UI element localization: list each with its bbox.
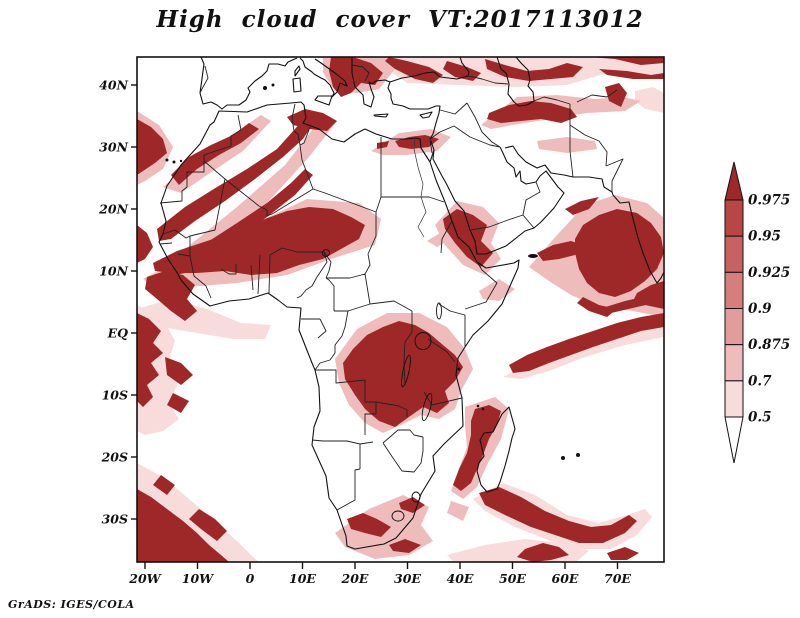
map-frame — [137, 57, 664, 562]
lon-tick-label: 10W — [182, 571, 215, 586]
cloud-region-dark — [607, 547, 639, 560]
colorbar-legend: 0.975 0.95 0.925 0.9 0.875 0.7 0.5 — [721, 160, 796, 466]
socotra-island — [528, 254, 538, 258]
cloud-region-dark — [137, 225, 153, 263]
canary-islands — [180, 160, 182, 162]
lon-tick-label: 70E — [604, 571, 631, 586]
cloud-region-dark — [509, 313, 664, 373]
colorbar-segment — [725, 309, 743, 345]
mauritius-island — [576, 453, 580, 457]
lon-tick-label: 30E — [394, 571, 421, 586]
chart-title: High cloud cover VT:2017113012 — [0, 6, 800, 33]
cloud-region-dark — [287, 109, 337, 131]
colorbar-segment — [725, 345, 743, 381]
colorbar-label: 0.7 — [748, 373, 772, 389]
lon-tick-label: 40E — [447, 571, 474, 586]
colorbar-label: 0.975 — [748, 193, 790, 209]
cloud-region-pale — [635, 87, 664, 113]
colorbar-label: 0.9 — [748, 301, 772, 317]
cloud-shading-layer — [137, 57, 664, 562]
colorbar-label: 0.5 — [748, 410, 772, 426]
canary-islands — [166, 159, 169, 162]
lon-tick-label: 10E — [289, 571, 316, 586]
lon-tick-label: 60E — [552, 571, 579, 586]
colorbar-arrow-bottom — [725, 417, 743, 463]
country-borders-layer — [160, 65, 623, 521]
lat-tick-label: EQ — [107, 326, 129, 341]
colorbar-label: 0.925 — [748, 265, 790, 281]
country-borders — [160, 65, 623, 510]
canary-islands — [173, 161, 176, 164]
lake-turkana — [437, 303, 442, 319]
colorbar-segment — [725, 200, 743, 236]
comoros-islands — [482, 408, 485, 411]
lat-tick-label: 20S — [101, 450, 128, 465]
colorbar-scale: 0.975 0.95 0.925 0.9 0.875 0.7 0.5 — [725, 162, 790, 463]
iberia-coastline — [200, 57, 297, 109]
colorbar-arrow-top — [725, 162, 743, 200]
cyprus-coastline — [420, 112, 432, 118]
balearic-islands — [272, 84, 275, 87]
cloud-region-light — [537, 137, 597, 153]
lon-tick-label: 20W — [128, 571, 162, 586]
sicily-coastline — [315, 96, 332, 105]
colorbar-label: 0.95 — [748, 229, 781, 245]
lon-tick-label: 50E — [499, 571, 526, 586]
colorbar-segment — [725, 381, 743, 417]
colorbar-segment — [725, 236, 743, 272]
lat-tick-label: 20N — [98, 202, 128, 217]
grads-credit: GrADS: IGES/COLA — [8, 598, 135, 611]
reunion-island — [561, 456, 565, 460]
colorbar-label: 0.875 — [748, 337, 790, 353]
crete-coastline — [374, 114, 388, 117]
colorbar-segment — [725, 272, 743, 308]
comoros-islands — [477, 405, 480, 408]
lon-tick-label: 0 — [246, 571, 255, 586]
lat-tick-label: 40N — [99, 78, 128, 93]
lat-tick-label: 10N — [99, 264, 128, 279]
lat-tick-label: 10S — [102, 388, 128, 403]
grads-plot-page: High cloud cover VT:2017113012 — [0, 0, 800, 618]
corsica-coastline — [295, 66, 300, 76]
lon-tick-label: 20E — [341, 571, 369, 586]
zanzibar-island — [458, 368, 461, 371]
lat-tick-label: 30N — [99, 140, 128, 155]
lat-tick-label: 30S — [102, 512, 128, 527]
cloud-region-light — [447, 501, 469, 521]
cloud-region-light — [479, 279, 515, 301]
balearic-islands — [263, 86, 267, 90]
sardinia-coastline — [293, 78, 301, 92]
map-plot: 40N 30N 20N 10N EQ 10S 20S 30S 20W 10W 0 10E 20E 30E 4… — [95, 45, 710, 600]
